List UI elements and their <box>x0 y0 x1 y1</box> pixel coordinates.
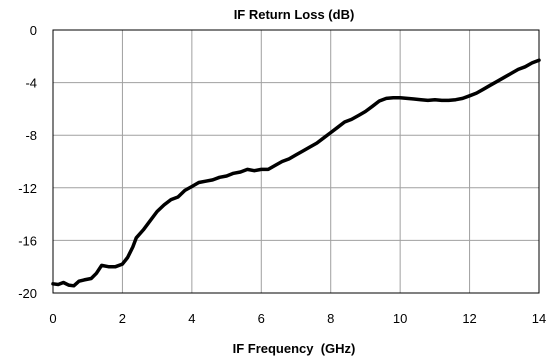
x-tick-label: 14 <box>532 311 546 326</box>
x-tick-label: 6 <box>258 311 265 326</box>
y-tick-label: -4 <box>25 76 37 91</box>
y-tick-label: -20 <box>18 286 37 301</box>
plot-area-frame <box>52 29 540 294</box>
return-loss-line <box>51 58 541 288</box>
y-tick-label: 0 <box>30 23 37 38</box>
y-tick-label: -16 <box>18 233 37 248</box>
chart-title: IF Return Loss (dB) <box>234 7 355 22</box>
x-tick-label: 10 <box>393 311 407 326</box>
x-tick-label: 12 <box>462 311 476 326</box>
y-axis-ticks: 0 -4 -8 -12 -16 -20 <box>18 23 37 301</box>
x-axis-label: IF Frequency (GHz) <box>233 341 356 356</box>
y-tick-label: -8 <box>25 128 37 143</box>
y-tick-label: -12 <box>18 181 37 196</box>
x-tick-label: 2 <box>119 311 126 326</box>
grid <box>52 29 540 294</box>
x-tick-label: 8 <box>327 311 334 326</box>
x-tick-label: 0 <box>49 311 56 326</box>
x-tick-label: 4 <box>188 311 195 326</box>
x-axis-ticks: 0 2 4 6 8 10 12 14 <box>49 311 546 326</box>
